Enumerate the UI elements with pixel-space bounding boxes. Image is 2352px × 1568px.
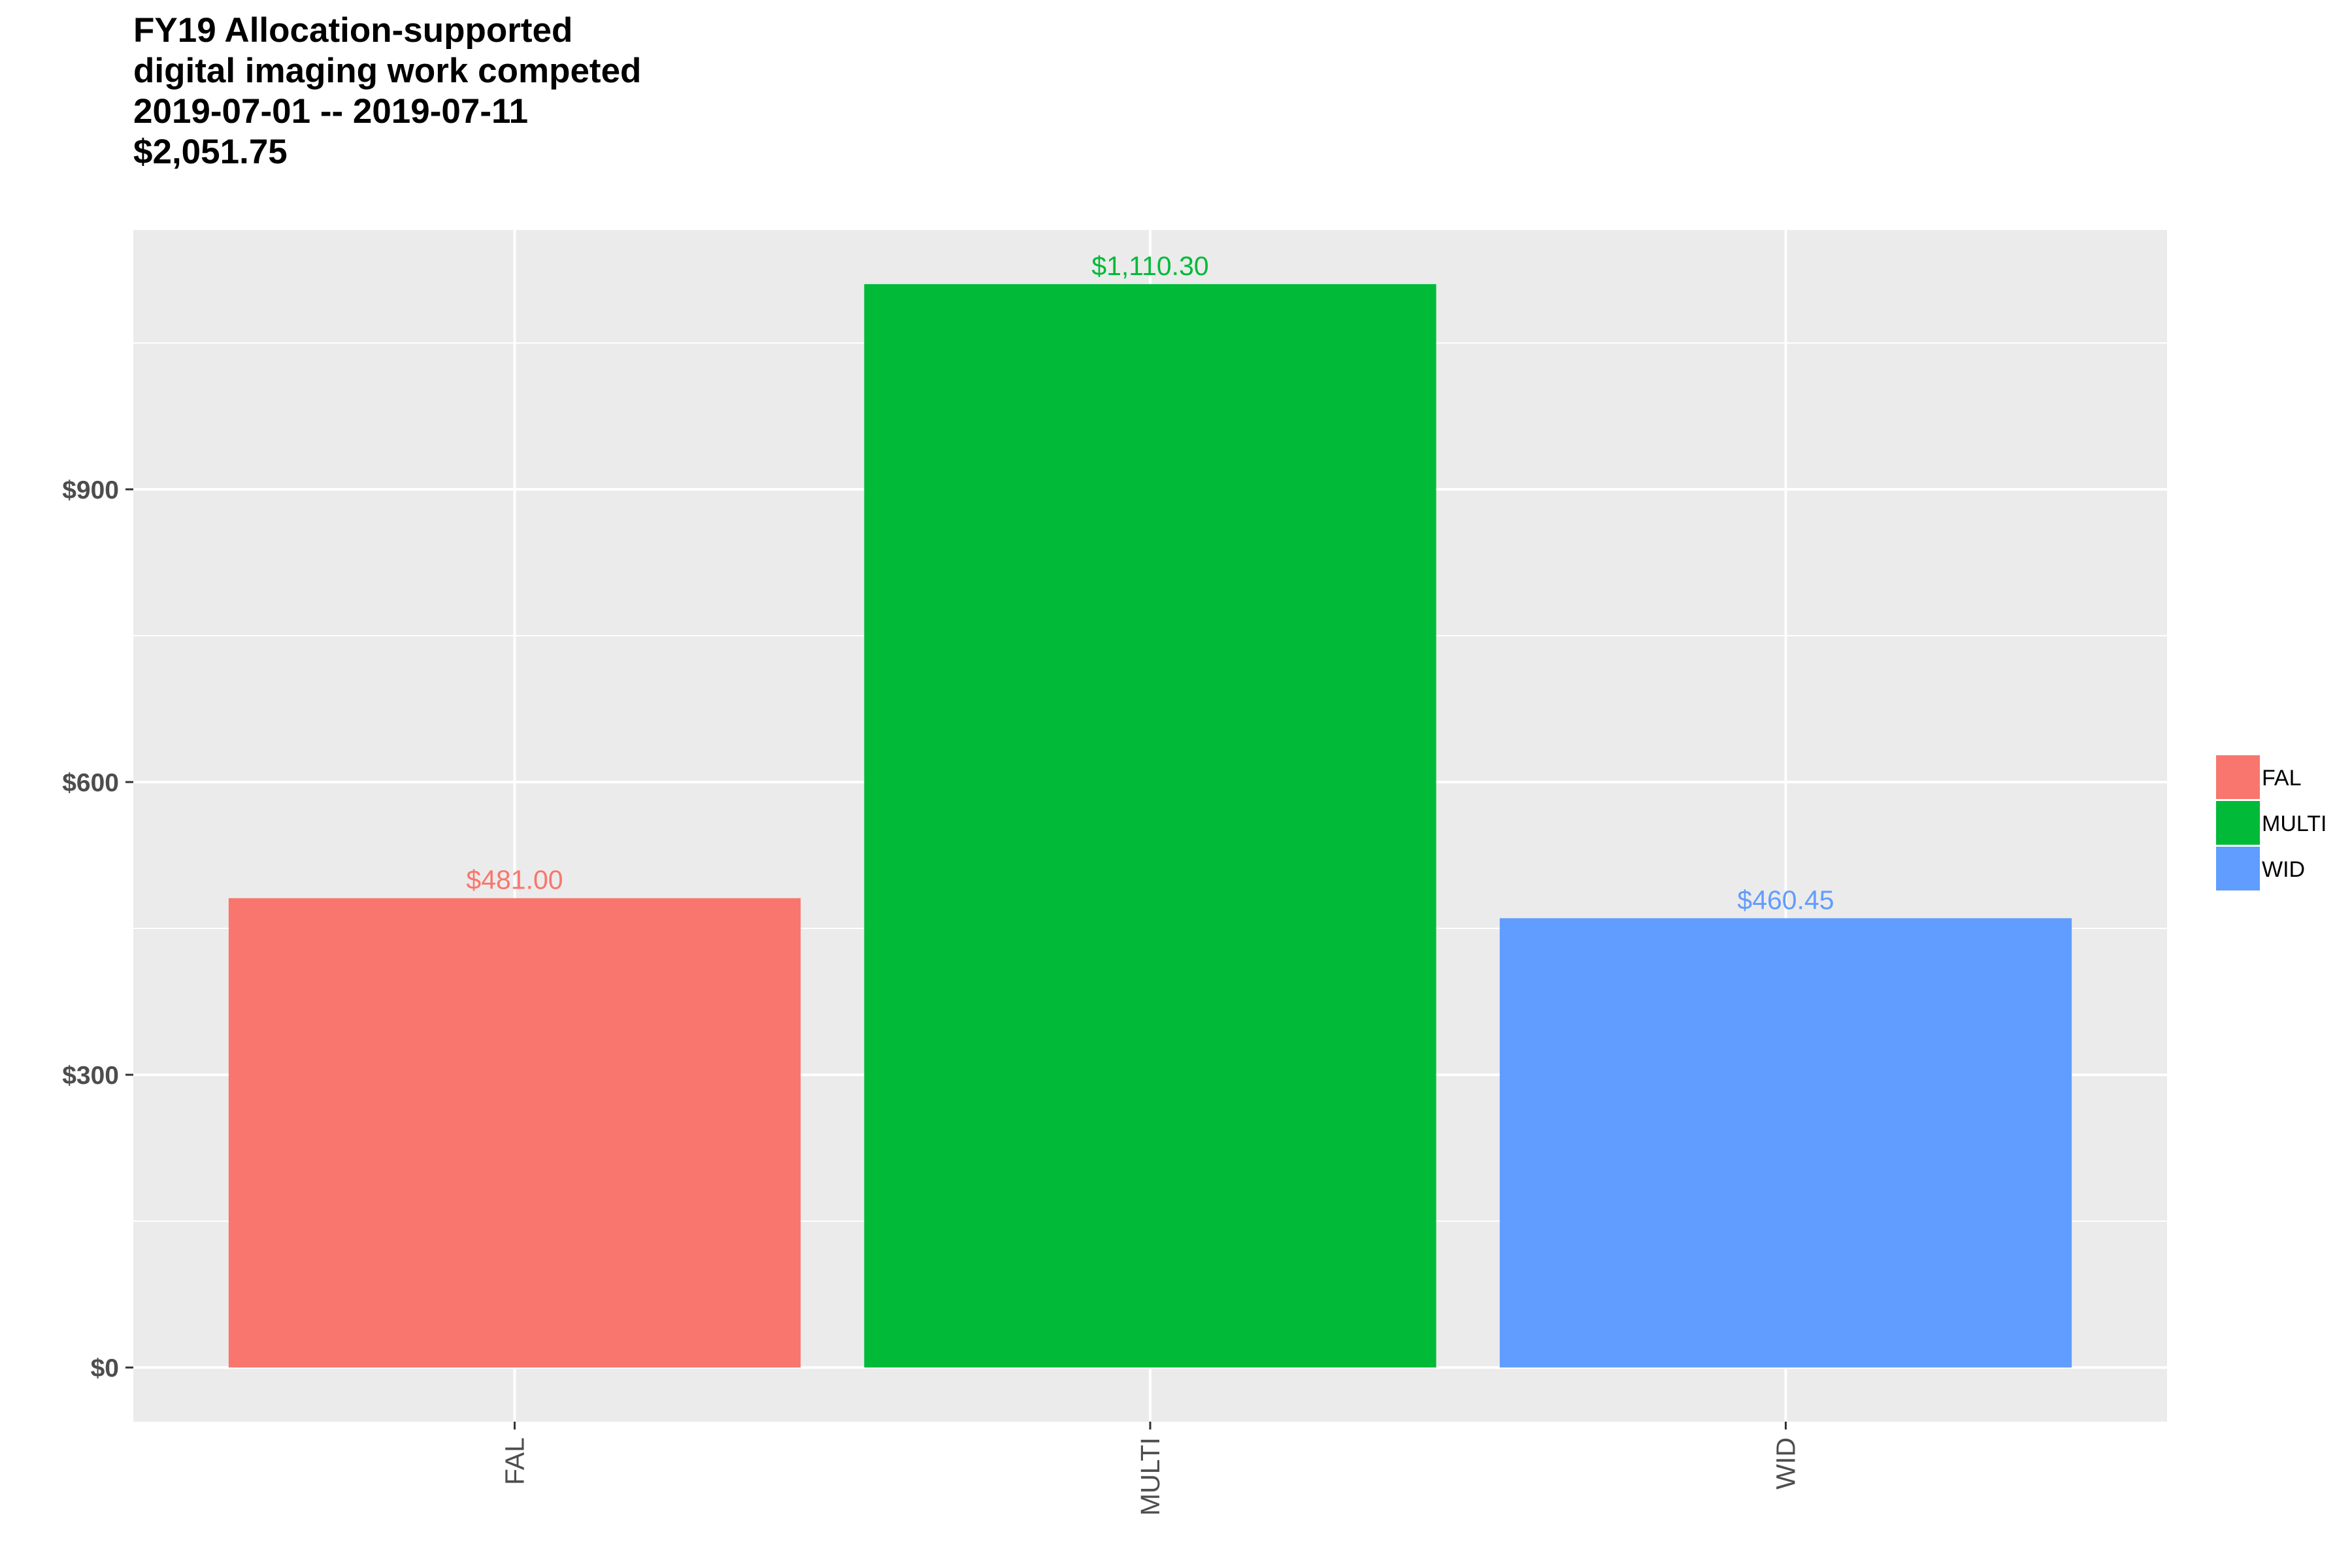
bar-value-label-multi: $1,110.30	[1091, 251, 1208, 281]
legend-key-wid	[2215, 845, 2261, 892]
legend-key-fal	[2215, 754, 2261, 800]
chart-title-line-4: $2,051.75	[133, 133, 288, 171]
x-tick-label-wid: WID	[1771, 1437, 1801, 1490]
y-tick-label: $600	[62, 769, 119, 797]
y-tick-label: $300	[62, 1062, 119, 1090]
x-axis: FAL MULTI WID	[500, 1422, 1801, 1516]
bar-value-labels: $481.00 $1,110.30 $460.45	[466, 251, 1834, 915]
chart-title-line-1: FY19 Allocation-supported	[133, 11, 572, 50]
bar-value-label-wid: $460.45	[1737, 885, 1834, 915]
bars	[228, 284, 2072, 1368]
legend: FAL MULTI WID	[2215, 754, 2327, 892]
legend-key-multi	[2215, 800, 2261, 846]
legend-label-fal: FAL	[2262, 766, 2301, 791]
y-axis: $0 $300 $600 $900	[62, 476, 133, 1382]
legend-label-wid: WID	[2262, 857, 2305, 882]
bar-fal	[228, 898, 801, 1368]
x-tick-label-fal: FAL	[500, 1437, 530, 1485]
bar-multi	[864, 284, 1436, 1368]
y-tick-label: $900	[62, 476, 119, 504]
chart-title-line-3: 2019-07-01 -- 2019-07-11	[133, 92, 528, 131]
x-tick-label-multi: MULTI	[1135, 1437, 1165, 1516]
bar-value-label-fal: $481.00	[466, 865, 563, 895]
chart-title-line-2: digital imaging work competed	[133, 52, 641, 90]
y-tick-label: $0	[91, 1354, 119, 1382]
legend-label-multi: MULTI	[2262, 811, 2327, 836]
bar-wid	[1499, 918, 2072, 1368]
